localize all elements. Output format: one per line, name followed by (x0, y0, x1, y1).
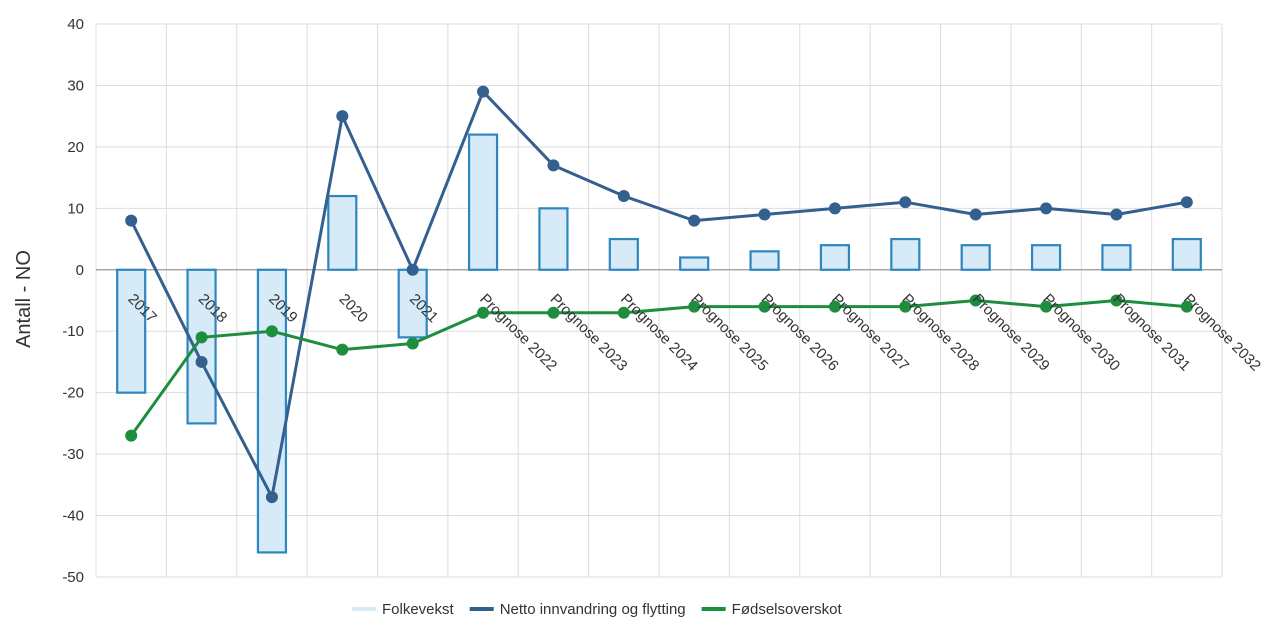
point-fødselsoverskot-12 (969, 294, 982, 307)
bar-folkevekst-12 (960, 244, 991, 271)
bar-folkevekst-11 (890, 237, 921, 271)
point-netto-innvandring-og-flytting-3 (336, 110, 349, 123)
y-tick-label: -30 (62, 446, 84, 463)
point-netto-innvandring-og-flytting-9 (758, 208, 771, 221)
legend-label: Netto innvandring og flytting (500, 601, 686, 618)
point-netto-innvandring-og-flytting-8 (688, 214, 701, 227)
point-netto-innvandring-og-flytting-0 (125, 214, 138, 227)
bar-folkevekst-3 (327, 194, 358, 271)
point-fødselsoverskot-15 (1180, 300, 1193, 313)
y-tick-label: 0 (76, 262, 84, 279)
point-fødselsoverskot-11 (899, 300, 912, 313)
y-tick-label: 40 (67, 16, 84, 33)
bar-folkevekst-8 (679, 256, 710, 271)
bar-folkevekst-5 (467, 133, 499, 271)
point-fødselsoverskot-1 (195, 331, 208, 344)
y-tick-label: 10 (67, 200, 84, 217)
bar-folkevekst-13 (1030, 244, 1062, 271)
bar-folkevekst-4 (397, 268, 428, 339)
y-tick-label: -50 (62, 569, 84, 586)
point-fødselsoverskot-6 (547, 306, 560, 319)
y-tick-label: 20 (67, 139, 84, 156)
point-netto-innvandring-og-flytting-15 (1180, 196, 1193, 209)
point-fødselsoverskot-7 (617, 306, 630, 319)
legend-label: Fødselsoverskot (732, 601, 843, 618)
line-netto-innvandring-og-flytting (129, 90, 1188, 499)
point-netto-innvandring-og-flytting-10 (828, 202, 841, 215)
point-fødselsoverskot-8 (688, 300, 701, 313)
bar-folkevekst-2 (256, 268, 288, 554)
point-fødselsoverskot-5 (477, 306, 490, 319)
point-netto-innvandring-og-flytting-1 (195, 355, 208, 368)
point-netto-innvandring-og-flytting-2 (265, 491, 278, 504)
bar-folkevekst-1 (186, 268, 217, 425)
bars (116, 133, 1202, 554)
point-netto-innvandring-og-flytting-12 (969, 208, 982, 221)
bar-folkevekst-7 (608, 237, 639, 271)
line-fødselsoverskot (129, 299, 1187, 437)
x-tick-label: 2020 (335, 291, 371, 327)
point-netto-innvandring-og-flytting-7 (617, 190, 630, 203)
y-tick-label: -10 (62, 323, 84, 340)
y-tick-label: 30 (67, 77, 84, 94)
y-axis-label: Antall - NO (13, 250, 35, 348)
y-axis-ticks: 40 30 20 10 0 -10 -20 -30 -40 -50 (62, 16, 84, 586)
point-fødselsoverskot-0 (125, 429, 138, 442)
point-fødselsoverskot-9 (758, 300, 771, 313)
point-netto-innvandring-og-flytting-14 (1110, 208, 1123, 221)
legend: Folkevekst Netto innvandring og flytting F… (352, 601, 843, 618)
point-netto-innvandring-og-flytting-5 (477, 85, 490, 98)
bar-folkevekst-0 (116, 268, 147, 394)
point-fødselsoverskot-4 (406, 337, 419, 350)
bar-folkevekst-9 (749, 250, 780, 271)
point-netto-innvandring-og-flytting-4 (406, 263, 419, 276)
point-fødselsoverskot-10 (828, 300, 841, 313)
y-tick-label: -20 (62, 385, 84, 402)
bar-folkevekst-14 (1101, 244, 1132, 271)
point-fødselsoverskot-3 (336, 343, 349, 356)
point-fødselsoverskot-14 (1110, 294, 1123, 307)
bar-folkevekst-6 (538, 207, 569, 271)
point-netto-innvandring-og-flytting-6 (547, 159, 560, 172)
y-tick-label: -40 (62, 508, 84, 525)
point-netto-innvandring-og-flytting-13 (1040, 202, 1053, 215)
point-fødselsoverskot-13 (1040, 300, 1053, 313)
legend-label: Folkevekst (382, 601, 455, 618)
point-netto-innvandring-og-flytting-11 (899, 196, 912, 209)
point-fødselsoverskot-2 (265, 325, 278, 338)
bar-folkevekst-15 (1171, 237, 1202, 271)
lines (125, 85, 1193, 504)
bar-folkevekst-10 (819, 244, 851, 271)
